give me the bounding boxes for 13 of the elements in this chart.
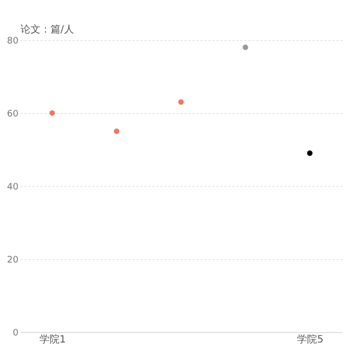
y-tick-label: 60 <box>7 110 19 120</box>
y-axis-title: 论文：篇/人 <box>20 24 74 36</box>
point <box>307 150 313 156</box>
x-tick-label: 学院5 <box>297 334 324 346</box>
y-tick-label: 40 <box>7 182 19 192</box>
x-tick-label: 学院1 <box>40 334 66 346</box>
y-tick-label: 0 <box>12 328 19 338</box>
point <box>178 99 184 105</box>
point <box>49 110 55 116</box>
y-tick-label: 20 <box>7 256 19 266</box>
point <box>242 44 248 50</box>
point <box>114 128 120 134</box>
y-tick-label: 80 <box>7 36 19 46</box>
